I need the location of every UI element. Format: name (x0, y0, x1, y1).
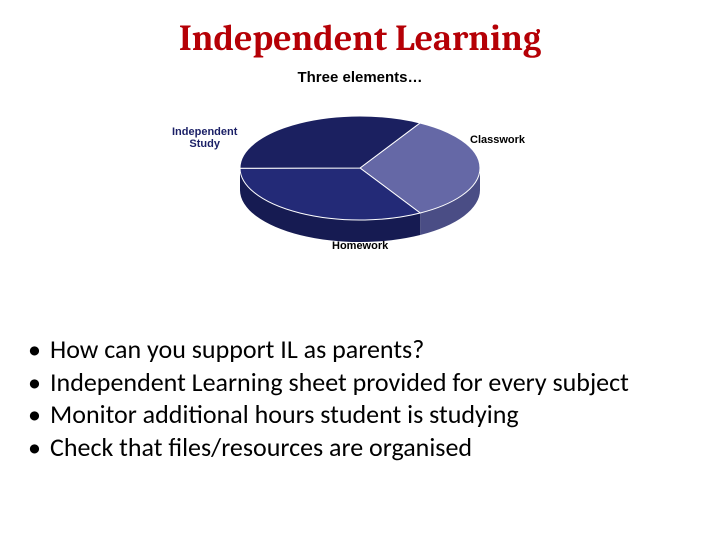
pie-slice-label: IndependentStudy (172, 126, 237, 150)
pie-chart: IndependentStudyClassworkHomework (180, 98, 540, 268)
slide-title-text: Independent Learning (179, 18, 541, 59)
bullet-item: Check that files/resources are organised (28, 432, 629, 463)
bullet-item: How can you support IL as parents? (28, 334, 629, 365)
bullet-item: Monitor additional hours student is stud… (28, 399, 629, 430)
pie-slice-label: Classwork (470, 134, 525, 146)
bullet-item: Independent Learning sheet provided for … (28, 367, 629, 398)
pie-slice-label: Homework (332, 240, 388, 252)
bullet-list: How can you support IL as parents?Indepe… (28, 334, 629, 465)
slide-title: Independent Learning (0, 0, 720, 59)
pie-chart-region: Three elements… IndependentStudy Classwor… (0, 69, 720, 268)
chart-subtitle: Three elements… (297, 69, 422, 86)
